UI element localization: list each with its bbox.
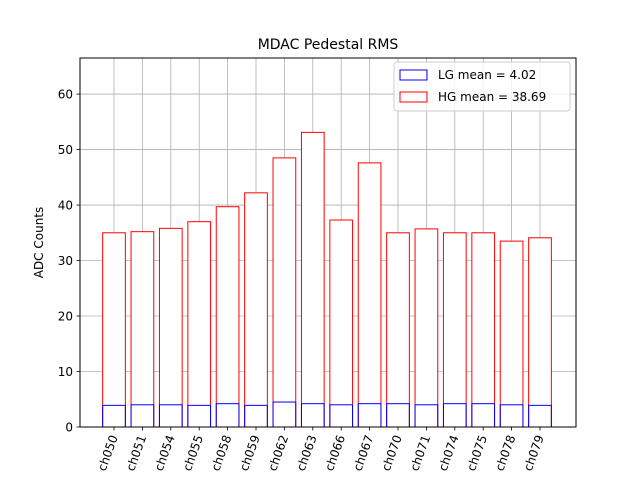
bar-lg-ch055 — [187, 404, 212, 428]
x-tick-label-ch074: ch074 — [436, 433, 462, 473]
bar-lg-ch058 — [215, 403, 240, 428]
legend-label-lg: LG mean = 4.02 — [438, 68, 536, 82]
y-axis-label: ADC Counts — [32, 207, 46, 279]
bar-hg-ch066 — [329, 219, 354, 428]
x-tick-label-ch051: ch051 — [123, 433, 149, 473]
x-tick-label-ch062: ch062 — [265, 433, 291, 473]
x-tick-label-ch058: ch058 — [209, 433, 235, 473]
bar-hg-ch063 — [300, 131, 325, 428]
bar-lg-ch075 — [471, 403, 496, 428]
x-tick-label-ch055: ch055 — [180, 433, 206, 473]
bar-hg-ch067 — [357, 162, 382, 428]
bar-lg-ch071 — [414, 404, 439, 428]
bar-hg-ch074 — [442, 232, 467, 428]
bar-lg-ch079 — [528, 404, 552, 428]
chart-title: MDAC Pedestal RMS — [258, 37, 399, 53]
legend-label-hg: HG mean = 38.69 — [438, 90, 546, 104]
bar-lg-ch051 — [130, 404, 155, 428]
bar-hg-ch059 — [244, 192, 268, 428]
x-tick-label-ch059: ch059 — [237, 433, 263, 473]
legend-swatch-lg — [399, 69, 428, 81]
bar-lg-ch067 — [357, 403, 382, 428]
bar-lg-ch070 — [386, 403, 410, 428]
bar-lg-ch050 — [102, 404, 126, 428]
y-tick-label: 10 — [58, 365, 73, 379]
y-axis-ticks: 0 10 20 30 40 50 60 — [58, 88, 80, 435]
x-tick-label-ch050: ch050 — [95, 433, 121, 473]
x-tick-label-ch063: ch063 — [294, 433, 320, 473]
y-tick-label: 40 — [58, 199, 73, 213]
x-tick-label-ch066: ch066 — [322, 433, 348, 473]
legend: LG mean = 4.02 HG mean = 38.69 — [393, 61, 571, 112]
bar-lg-ch059 — [244, 404, 268, 428]
bar-lg-ch066 — [329, 404, 354, 428]
y-tick-label: 50 — [58, 143, 73, 157]
x-tick-label-ch067: ch067 — [351, 433, 377, 473]
bar-lg-ch063 — [300, 403, 325, 428]
bar-hg-ch079 — [528, 237, 552, 428]
bar-hg-ch058 — [215, 206, 240, 428]
bar-hg-ch071 — [414, 228, 439, 428]
bar-lg-ch062 — [272, 401, 297, 428]
x-tick-label-ch070: ch070 — [379, 433, 405, 473]
y-tick-label: 30 — [58, 254, 73, 268]
bar-lg-ch074 — [442, 403, 467, 428]
y-tick-label: 0 — [65, 421, 73, 435]
x-tick-label-ch071: ch071 — [407, 433, 433, 473]
bar-hg-ch051 — [130, 231, 155, 428]
plot-frame — [79, 57, 577, 428]
bar-hg-ch054 — [158, 227, 183, 428]
bar-hg-ch075 — [471, 232, 496, 428]
bar-hg-ch055 — [187, 221, 212, 428]
x-axis-ticks: ch050 ch051 ch054 ch055 ch058 ch059 ch062 ch063… — [95, 427, 547, 473]
bar-lg-ch054 — [158, 404, 183, 428]
legend-swatch-hg — [399, 91, 428, 103]
x-tick-label-ch054: ch054 — [152, 433, 178, 473]
bar-hg-ch070 — [386, 232, 410, 428]
x-tick-label-ch075: ch075 — [464, 433, 490, 473]
y-tick-label: 20 — [58, 310, 73, 324]
bar-lg-ch078 — [499, 404, 524, 428]
bar-hg-ch050 — [102, 232, 126, 428]
y-tick-label: 60 — [58, 88, 73, 102]
bar-hg-ch078 — [499, 240, 524, 428]
bars — [102, 131, 552, 428]
x-tick-label-ch079: ch079 — [521, 433, 547, 473]
legend-frame — [393, 61, 571, 112]
x-tick-label-ch078: ch078 — [493, 433, 519, 473]
bar-hg-ch062 — [272, 157, 297, 428]
